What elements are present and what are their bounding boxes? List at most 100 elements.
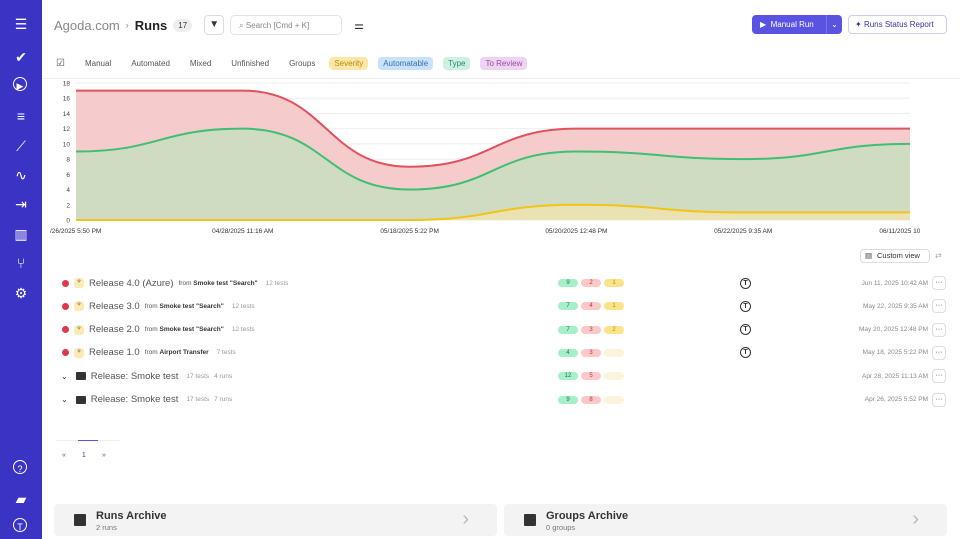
tab-automated[interactable]: Automated bbox=[131, 59, 170, 68]
y-tick-label: 6 bbox=[66, 172, 70, 179]
page-1-button[interactable]: 1 bbox=[81, 452, 86, 459]
menu-icon[interactable]: ☰ bbox=[14, 16, 28, 32]
chevron-right-icon: › bbox=[462, 508, 469, 530]
tests-count: 12 tests bbox=[231, 326, 255, 334]
more-actions-button[interactable]: ··· bbox=[932, 299, 946, 314]
x-tick-label: /26/2025 5:50 PM bbox=[50, 228, 101, 235]
archive-subtitle: 2 runs bbox=[96, 523, 117, 532]
search-input[interactable]: ⌕ Search [Cmd + K] bbox=[230, 15, 343, 35]
custom-view-button[interactable]: ▤ Custom view bbox=[860, 249, 930, 263]
activity-icon[interactable]: ∿ bbox=[15, 167, 27, 183]
run-row[interactable]: ✧ Release 4.0 (Azure) from Smoke test "Sea… bbox=[56, 273, 948, 293]
user-avatar-icon[interactable]: T bbox=[13, 518, 27, 532]
passed-count: 9 bbox=[558, 395, 578, 404]
play-icon[interactable]: ▶ bbox=[13, 77, 27, 91]
custom-view-label: Custom view bbox=[877, 251, 920, 260]
from-label: from bbox=[144, 302, 158, 310]
chevron-down-icon[interactable]: ⌄ bbox=[826, 15, 842, 34]
analytics-icon[interactable]: ▥ bbox=[14, 226, 28, 242]
run-row[interactable]: ✧ Release 2.0 from Smoke test "Search" 12 t… bbox=[56, 320, 948, 340]
branch-icon[interactable]: ⑂ bbox=[16, 255, 26, 271]
run-name[interactable]: Release 3.0 bbox=[89, 300, 140, 312]
y-tick-label: 18 bbox=[63, 81, 71, 88]
runs-status-report-button[interactable]: ✦ Runs Status Report bbox=[848, 15, 947, 34]
next-page-button[interactable]: » bbox=[101, 452, 106, 459]
run-row[interactable]: ✧ Release 1.0 from Airport Transfer 7 tests… bbox=[56, 343, 948, 363]
skipped-count: 1 bbox=[604, 302, 624, 311]
runs-chart: 0 2 4 6 8 10 12 14 16 18/26/2025 5:50 PM 04/28/202… bbox=[50, 81, 920, 236]
tabs: ☑ Manual Automated Mixed Unfinished Groups Se… bbox=[56, 57, 528, 70]
column-settings-icon[interactable]: ⇄ bbox=[935, 251, 942, 260]
chevron-down-icon[interactable]: ⌄ bbox=[61, 371, 68, 381]
tag-type[interactable]: Type bbox=[443, 57, 471, 70]
failed-count: 3 bbox=[581, 348, 601, 357]
failed-status-icon bbox=[62, 279, 69, 287]
sliders-icon[interactable]: ⚌ bbox=[354, 19, 365, 32]
more-actions-button[interactable]: ··· bbox=[932, 392, 946, 407]
more-actions-button[interactable]: ··· bbox=[932, 345, 946, 360]
tests-count: 17 tests bbox=[186, 396, 210, 403]
help-icon[interactable]: ? bbox=[13, 460, 27, 474]
search-placeholder: Search [Cmd + K] bbox=[245, 21, 310, 30]
prev-page-button[interactable]: « bbox=[62, 452, 66, 459]
run-source: from Airport Transfer bbox=[145, 349, 209, 356]
from-label: from bbox=[144, 349, 158, 357]
series-line-1 bbox=[75, 127, 911, 191]
check-icon[interactable]: ✔ bbox=[15, 49, 27, 65]
skipped-count: 1 bbox=[604, 279, 624, 287]
groups-archive-card[interactable]: Groups Archive 0 groups › bbox=[504, 504, 947, 536]
steps-icon[interactable]: ⟋ bbox=[16, 138, 26, 154]
runs-archive-card[interactable]: Runs Archive 2 runs › bbox=[54, 504, 497, 536]
tests-count: 12 tests bbox=[231, 302, 255, 310]
settings-icon[interactable]: ⚙ bbox=[14, 285, 28, 301]
passed-count: 4 bbox=[558, 348, 578, 357]
play-icon: ▶ bbox=[760, 20, 767, 29]
tag-automatable[interactable]: Automatable bbox=[378, 57, 434, 70]
skipped-count bbox=[604, 348, 624, 357]
passed-count: 12 bbox=[558, 372, 578, 381]
run-name[interactable]: Release 4.0 (Azure) bbox=[89, 277, 174, 289]
manual-run-button[interactable]: ▶ Manual Run ⌄ bbox=[752, 15, 842, 34]
y-tick-label: 16 bbox=[63, 96, 71, 103]
runs-status-report-label: Runs Status Report bbox=[863, 20, 934, 29]
run-date: Apr 28, 2025 11:13 AM bbox=[861, 372, 928, 380]
list-check-icon[interactable]: ≡ bbox=[16, 108, 26, 124]
more-actions-button[interactable]: ··· bbox=[932, 322, 946, 337]
from-label: from bbox=[178, 279, 192, 287]
y-tick-label: 14 bbox=[63, 111, 71, 118]
tag-severity[interactable]: Severity bbox=[329, 57, 369, 70]
group-name[interactable]: Release: Smoke test bbox=[90, 370, 179, 382]
tag-to-review[interactable]: To Review bbox=[480, 57, 528, 70]
tab-mixed[interactable]: Mixed bbox=[189, 59, 212, 68]
source-plan: Smoke test "Search" bbox=[159, 326, 224, 334]
tab-unfinished[interactable]: Unfinished bbox=[231, 59, 270, 68]
run-date: May 18, 2025 5:22 PM bbox=[862, 349, 928, 357]
divider bbox=[42, 78, 960, 79]
runs-count-badge: 17 bbox=[173, 18, 193, 32]
group-row[interactable]: ⌄ Release: Smoke test 17 tests 4 runs 12 5 Apr… bbox=[56, 366, 948, 386]
tab-groups[interactable]: Groups bbox=[289, 59, 316, 68]
chevron-down-icon[interactable]: ⌄ bbox=[61, 395, 68, 404]
import-icon[interactable]: ⇥ bbox=[15, 196, 27, 212]
archive-title: Groups Archive bbox=[546, 510, 629, 522]
folder-icon[interactable]: ▰ bbox=[15, 491, 27, 507]
more-actions-button[interactable]: ··· bbox=[932, 276, 946, 290]
run-date: May 22, 2025 9:35 AM bbox=[862, 302, 928, 310]
manual-run-icon: ✧ bbox=[74, 301, 84, 312]
breadcrumb-project[interactable]: Agoda.com bbox=[54, 17, 120, 33]
folder-icon bbox=[75, 372, 86, 381]
failed-count: 2 bbox=[581, 279, 601, 287]
filter-button[interactable]: ▼ bbox=[204, 15, 225, 35]
run-row[interactable]: ✧ Release 3.0 from Smoke test "Search" 12 t… bbox=[56, 296, 948, 316]
select-all-icon[interactable]: ☑ bbox=[56, 58, 65, 69]
x-tick-label: 05/18/2025 5:22 PM bbox=[380, 228, 439, 235]
x-tick-label: 06/11/2025 10:42 AM bbox=[879, 228, 920, 235]
group-row[interactable]: ⌄ Release: Smoke test 17 tests 7 runs 9 8 Apr … bbox=[56, 390, 948, 410]
more-actions-button[interactable]: ··· bbox=[932, 369, 946, 384]
group-name[interactable]: Release: Smoke test bbox=[90, 394, 179, 405]
run-name[interactable]: Release 2.0 bbox=[89, 324, 140, 336]
runs-count: 7 runs bbox=[214, 396, 233, 403]
tab-manual[interactable]: Manual bbox=[84, 59, 112, 68]
run-name[interactable]: Release 1.0 bbox=[89, 347, 140, 359]
